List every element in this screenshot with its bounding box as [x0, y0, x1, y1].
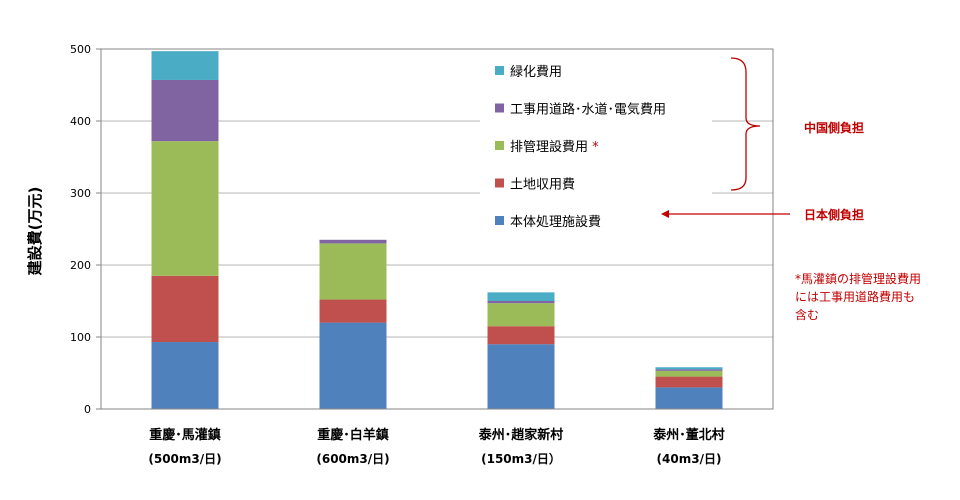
y-tick-label: 0: [84, 403, 91, 416]
legend-swatch: [495, 178, 504, 188]
japan-arrow-head: [661, 210, 669, 218]
footnote-line-3: 含む: [795, 308, 820, 322]
legend-swatch: [495, 216, 504, 225]
bar-segment: [655, 369, 723, 371]
x-capacity-label: (500m3/日): [148, 452, 221, 466]
bar-segment: [151, 342, 219, 409]
legend-box: [480, 52, 712, 237]
bar-segment: [655, 367, 723, 370]
y-axis-label: 建設費(万元): [26, 187, 44, 276]
bar-segment: [487, 344, 555, 409]
bar-segment: [655, 370, 723, 377]
bar-segment: [151, 51, 219, 80]
legend-swatch: [495, 103, 504, 113]
legend-label: 土地収用費: [510, 178, 575, 193]
legend-label: 緑化費用: [510, 65, 562, 80]
bar-segment: [487, 303, 555, 327]
y-axis-ticks: 0 100 200 300 400 500: [70, 43, 101, 416]
footnote-line-2: には工事用道路費用も: [795, 290, 916, 304]
legend-asterisk: *: [588, 140, 599, 155]
axes: [100, 48, 774, 410]
footnote-line-1: *馬灌鎮の排管理設費用: [795, 272, 922, 286]
china-burden-label: 中国側負担: [804, 120, 864, 135]
y-tick-label: 100: [70, 331, 91, 344]
bar-segment: [655, 387, 723, 409]
y-tick-label: 200: [70, 259, 91, 272]
legend-label: 本体処理施設費: [510, 214, 601, 230]
legend-swatch: [495, 141, 504, 150]
japan-burden-label: 日本側負担: [804, 207, 864, 222]
bar-segment: [319, 243, 387, 300]
legend-swatch: [495, 66, 504, 75]
bar-segment: [655, 376, 723, 388]
bar-segment: [151, 79, 219, 142]
x-category-label: 重慶･白羊鎮: [317, 427, 389, 443]
bracket-annotations: [661, 57, 790, 218]
x-category-label: 泰州･董北村: [652, 427, 725, 443]
x-axis-labels: 重慶･馬灌鎮 (500m3/日) 重慶･白羊鎮 (600m3/日) 泰州･趙家新村 (15…: [148, 427, 724, 466]
y-tick-label: 300: [70, 187, 91, 200]
x-capacity-label: (600m3/日): [316, 452, 389, 466]
y-tick-label: 400: [70, 115, 91, 128]
bar-segment: [319, 239, 387, 244]
bar-segment: [319, 299, 387, 323]
x-capacity-label: (40m3/日): [657, 452, 722, 466]
bars: [151, 51, 723, 409]
x-category-label: 重慶･馬灌鎮: [149, 427, 221, 443]
x-capacity-label: (150m3/日）: [481, 451, 561, 466]
x-category-label: 泰州･趙家新村: [478, 427, 564, 443]
bar-segment: [487, 292, 555, 301]
plot-border: [100, 48, 774, 410]
bar-segment: [151, 275, 219, 343]
legend-label: 排管理設費用 *: [510, 139, 599, 155]
legend-label: 工事用道路･水道･電気費用: [510, 102, 666, 118]
bar-segment: [151, 141, 219, 276]
china-bracket: [730, 57, 761, 191]
bar-segment: [487, 326, 555, 345]
bar-segment: [319, 322, 387, 409]
bar-segment: [487, 301, 555, 304]
y-tick-label: 500: [70, 43, 91, 56]
